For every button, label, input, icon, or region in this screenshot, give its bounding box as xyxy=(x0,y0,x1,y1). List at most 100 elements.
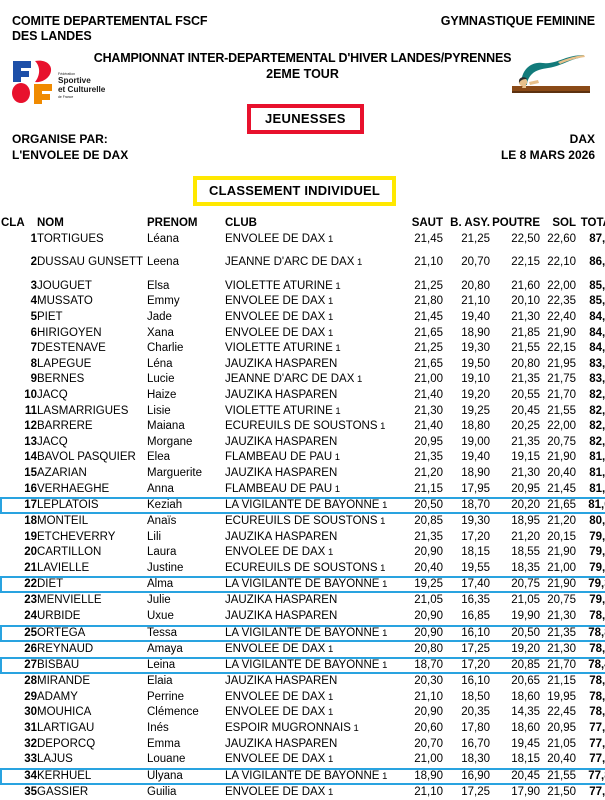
vault-score-cell: 21,20 xyxy=(414,466,443,479)
firstname-cell: Julie xyxy=(147,594,171,607)
firstname-cell: Morgane xyxy=(147,435,193,448)
lastname-cell: HIRIGOYEN xyxy=(37,326,102,339)
table-row: 10 JACQ Haize JAUZIKA HASPAREN 21,40 19,20 20,… xyxy=(1,388,605,404)
gymnast-on-beam-icon xyxy=(498,52,598,98)
svg-text:Fédération: Fédération xyxy=(58,72,75,76)
table-row: 1 TORTIGUES Léana ENVOLEE DE DAX 1 21,45 21,2… xyxy=(1,232,605,256)
ranking-title-badge: CLASSEMENT INDIVIDUEL xyxy=(193,176,397,206)
rank-cell: 33 xyxy=(24,753,37,766)
club-cell: LA VIGILANTE DE BAYONNE 1 xyxy=(225,497,399,515)
club-cell: JAUZIKA HASPAREN xyxy=(225,675,338,688)
rank-cell: 8 xyxy=(30,357,37,370)
firstname-cell: Anaïs xyxy=(147,515,177,528)
total-score-cell: 85,35 xyxy=(589,295,605,308)
total-score-cell: 78,85 xyxy=(576,624,605,642)
beam-score-cell: 20,45 xyxy=(511,404,540,417)
bars-score-cell: 18,70 xyxy=(443,497,490,515)
floor-score-cell: 20,40 xyxy=(547,753,576,766)
vault-score-cell: 21,40 xyxy=(414,388,443,401)
beam-score-cell: 21,35 xyxy=(511,373,540,386)
firstname-cell: Elea xyxy=(147,451,171,464)
total-score-cell: 82,55 xyxy=(589,404,605,417)
table-body: 1 TORTIGUES Léana ENVOLEE DE DAX 1 21,45 21,2… xyxy=(0,232,605,800)
firstname-cell: Alma xyxy=(147,576,225,594)
floor-score-cell: 21,20 xyxy=(547,515,576,528)
vault-score-cell: 20,70 xyxy=(414,737,443,750)
club-cell: ECUREUILS DE SOUSTONS 1 xyxy=(225,420,386,433)
table-header-row: CLA NOM PRENOM CLUB SAUT B. ASY. POUTRE … xyxy=(1,216,605,232)
col-header-saut: SAUT xyxy=(411,217,443,229)
rank-cell: 22 xyxy=(0,576,37,594)
floor-score-cell: 20,15 xyxy=(547,530,576,543)
table-row: 7 DESTENAVE Charlie VIOLETTE ATURINE 1 21,25… xyxy=(1,341,605,357)
vault-score-cell: 18,70 xyxy=(399,657,443,675)
firstname-cell: Emma xyxy=(147,737,181,750)
floor-score-cell: 20,75 xyxy=(547,435,576,448)
club-cell: JEANNE D'ARC DE DAX 1 xyxy=(225,373,363,386)
vault-score-cell: 19,25 xyxy=(399,576,443,594)
fscf-logo: Fédération Sportive et Culturelle de Fra… xyxy=(10,58,118,106)
floor-score-cell: 21,90 xyxy=(547,546,576,559)
vault-score-cell: 21,00 xyxy=(414,753,443,766)
table-row: 29 ADAMY Perrine ENVOLEE DE DAX 1 21,10 18,50… xyxy=(1,690,605,706)
bars-score-cell: 21,25 xyxy=(461,232,490,245)
firstname-cell: Ulyana xyxy=(147,767,225,785)
committee-heading: COMITE DEPARTEMENTAL FSCF DES LANDES xyxy=(12,14,208,44)
rank-cell: 12 xyxy=(24,420,37,433)
lastname-cell: LAJUS xyxy=(37,753,73,766)
beam-score-cell: 20,25 xyxy=(511,420,540,433)
total-score-cell: 84,55 xyxy=(589,310,605,323)
firstname-cell: Anna xyxy=(147,482,174,495)
date-label: LE 8 MARS 2026 xyxy=(500,148,595,162)
beam-score-cell: 22,50 xyxy=(511,232,540,245)
beam-score-cell: 21,05 xyxy=(511,594,540,607)
col-header-cla: CLA xyxy=(1,217,25,229)
club-cell: JAUZIKA HASPAREN xyxy=(225,357,338,370)
bars-score-cell: 17,20 xyxy=(443,657,490,675)
beam-score-cell: 18,35 xyxy=(511,561,540,574)
category-badge: JEUNESSES xyxy=(247,104,364,134)
committee-line-1: COMITE DEPARTEMENTAL FSCF xyxy=(12,14,208,28)
rank-cell: 29 xyxy=(24,690,37,703)
floor-score-cell: 22,60 xyxy=(547,232,576,245)
table-row: 20 CARTILLON Laura ENVOLEE DE DAX 1 20,90 18,… xyxy=(1,545,605,561)
lastname-cell: BAVOL PASQUIER xyxy=(37,451,136,464)
lastname-cell: AZARIAN xyxy=(37,466,87,479)
bars-score-cell: 17,25 xyxy=(461,642,490,655)
rank-cell: 20 xyxy=(24,546,37,559)
bars-score-cell: 20,35 xyxy=(461,706,490,719)
table-row: 15 AZARIAN Marguerite JAUZIKA HASPAREN 21,20… xyxy=(1,466,605,482)
lastname-cell: JOUGUET xyxy=(37,279,92,292)
total-score-cell: 81,80 xyxy=(589,466,605,479)
beam-score-cell: 20,85 xyxy=(490,657,540,675)
discipline-heading: GYMNASTIQUE FEMININE xyxy=(440,14,595,28)
beam-score-cell: 18,55 xyxy=(511,546,540,559)
vault-score-cell: 21,10 xyxy=(414,256,443,269)
rank-cell: 5 xyxy=(30,310,37,323)
col-header-total: TOTAL xyxy=(580,217,605,229)
table-row: 33 LAJUS Louane ENVOLEE DE DAX 1 21,00 18,30 1… xyxy=(1,752,605,769)
firstname-cell: Lucie xyxy=(147,373,175,386)
firstname-cell: Emmy xyxy=(147,295,180,308)
results-table-container: CLA NOM PRENOM CLUB SAUT B. ASY. POUTRE … xyxy=(0,216,605,800)
beam-score-cell: 21,30 xyxy=(511,466,540,479)
rank-cell: 9 xyxy=(30,373,37,386)
club-cell: JAUZIKA HASPAREN xyxy=(225,737,338,750)
vault-score-cell: 20,30 xyxy=(414,675,443,688)
beam-score-cell: 21,85 xyxy=(511,326,540,339)
firstname-cell: Leena xyxy=(147,256,179,269)
bars-score-cell: 16,85 xyxy=(461,610,490,623)
lastname-cell: BISBAU xyxy=(37,657,147,675)
total-score-cell: 79,30 xyxy=(576,576,605,594)
beam-score-cell: 20,75 xyxy=(490,576,540,594)
table-row: 16 VERHAEGHE Anna FLAMBEAU DE PAU 1 21,15 17,… xyxy=(1,482,605,499)
total-score-cell: 78,45 xyxy=(576,657,605,675)
vault-score-cell: 20,90 xyxy=(414,610,443,623)
lastname-cell: BERNES xyxy=(37,373,85,386)
lastname-cell: LEPLATOIS xyxy=(37,497,147,515)
firstname-cell: Léana xyxy=(147,232,179,245)
total-score-cell: 84,30 xyxy=(589,326,605,339)
lastname-cell: MENVIELLE xyxy=(37,594,102,607)
floor-score-cell: 22,00 xyxy=(547,279,576,292)
firstname-cell: Maiana xyxy=(147,420,185,433)
